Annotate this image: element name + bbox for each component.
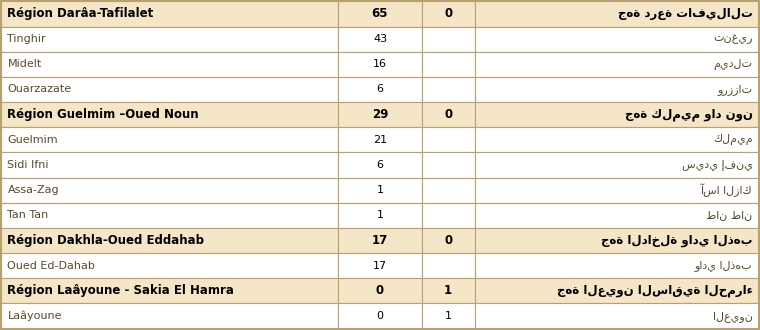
- Bar: [475, 1, 758, 26]
- Text: 0: 0: [444, 108, 452, 121]
- Bar: [338, 278, 422, 304]
- Text: 1: 1: [445, 311, 451, 321]
- Bar: [422, 178, 475, 203]
- Bar: [338, 253, 422, 278]
- Bar: [422, 26, 475, 52]
- Text: 29: 29: [372, 108, 388, 121]
- Text: جهة العيون الساقية الحمراء: جهة العيون الساقية الحمراء: [557, 284, 752, 297]
- Bar: [422, 127, 475, 152]
- Text: جهة كلميم واد نون: جهة كلميم واد نون: [625, 108, 752, 121]
- Bar: [475, 26, 758, 52]
- Text: 0: 0: [444, 234, 452, 247]
- Bar: [2, 178, 338, 203]
- Text: 0: 0: [444, 8, 452, 20]
- Text: Tan Tan: Tan Tan: [8, 210, 49, 220]
- Text: جهة درعة تافيلالت: جهة درعة تافيلالت: [618, 8, 752, 20]
- Bar: [422, 152, 475, 178]
- Text: Midelt: Midelt: [8, 59, 42, 69]
- Text: آسا الزاك: آسا الزاك: [701, 183, 752, 197]
- Text: Région Laâyoune - Sakia El Hamra: Région Laâyoune - Sakia El Hamra: [8, 284, 234, 297]
- Bar: [475, 77, 758, 102]
- Bar: [338, 26, 422, 52]
- Bar: [2, 77, 338, 102]
- Bar: [475, 152, 758, 178]
- Bar: [2, 253, 338, 278]
- Text: ميدلت: ميدلت: [714, 59, 752, 70]
- Bar: [422, 304, 475, 329]
- Text: Région Darâa-Tafilalet: Région Darâa-Tafilalet: [8, 8, 154, 20]
- Bar: [475, 304, 758, 329]
- Text: 1: 1: [444, 284, 452, 297]
- Text: جهة الداخلة وادي الذهب: جهة الداخلة وادي الذهب: [601, 234, 752, 247]
- Text: Région Dakhla-Oued Eddahab: Région Dakhla-Oued Eddahab: [8, 234, 204, 247]
- Text: Tinghir: Tinghir: [8, 34, 46, 44]
- Text: 43: 43: [373, 34, 387, 44]
- Text: 1: 1: [376, 185, 384, 195]
- Bar: [338, 152, 422, 178]
- Bar: [338, 127, 422, 152]
- Bar: [338, 178, 422, 203]
- Text: 1: 1: [376, 210, 384, 220]
- Text: Ouarzazate: Ouarzazate: [8, 84, 71, 94]
- Bar: [475, 228, 758, 253]
- Bar: [422, 102, 475, 127]
- Bar: [338, 77, 422, 102]
- Text: 0: 0: [376, 311, 384, 321]
- Bar: [2, 102, 338, 127]
- Bar: [422, 203, 475, 228]
- Text: العيون: العيون: [713, 311, 752, 321]
- Text: ورززات: ورززات: [717, 84, 752, 95]
- Text: طان طان: طان طان: [706, 210, 752, 220]
- Text: تنغير: تنغير: [713, 34, 752, 44]
- Text: Oued Ed-Dahab: Oued Ed-Dahab: [8, 261, 95, 271]
- Bar: [475, 203, 758, 228]
- Text: Assa-Zag: Assa-Zag: [8, 185, 59, 195]
- Bar: [2, 1, 338, 26]
- Text: Laâyoune: Laâyoune: [8, 311, 62, 321]
- Bar: [475, 278, 758, 304]
- Text: Région Guelmim –Oued Noun: Région Guelmim –Oued Noun: [8, 108, 199, 121]
- Bar: [475, 102, 758, 127]
- Text: 17: 17: [372, 234, 388, 247]
- Bar: [2, 127, 338, 152]
- Bar: [422, 52, 475, 77]
- Bar: [338, 102, 422, 127]
- Bar: [338, 1, 422, 26]
- Text: 17: 17: [373, 261, 387, 271]
- Text: 65: 65: [372, 8, 388, 20]
- Text: 21: 21: [373, 135, 387, 145]
- Text: 16: 16: [373, 59, 387, 69]
- Bar: [2, 278, 338, 304]
- Bar: [2, 228, 338, 253]
- Bar: [2, 26, 338, 52]
- Bar: [422, 1, 475, 26]
- Bar: [2, 203, 338, 228]
- Bar: [338, 228, 422, 253]
- Bar: [422, 77, 475, 102]
- Text: Sidi Ifni: Sidi Ifni: [8, 160, 49, 170]
- Text: Guelmim: Guelmim: [8, 135, 58, 145]
- Text: وادي الذهب: وادي الذهب: [695, 260, 752, 271]
- Bar: [475, 52, 758, 77]
- Bar: [422, 278, 475, 304]
- Bar: [475, 253, 758, 278]
- Bar: [2, 152, 338, 178]
- Text: كلميم: كلميم: [713, 134, 752, 145]
- Text: سيدي إفني: سيدي إفني: [682, 159, 752, 171]
- Bar: [338, 304, 422, 329]
- Bar: [2, 304, 338, 329]
- Bar: [338, 52, 422, 77]
- Bar: [475, 178, 758, 203]
- Bar: [338, 203, 422, 228]
- Bar: [422, 228, 475, 253]
- Bar: [2, 52, 338, 77]
- Text: 0: 0: [376, 284, 384, 297]
- Text: 6: 6: [376, 84, 384, 94]
- Bar: [475, 127, 758, 152]
- Text: 6: 6: [376, 160, 384, 170]
- Bar: [422, 253, 475, 278]
